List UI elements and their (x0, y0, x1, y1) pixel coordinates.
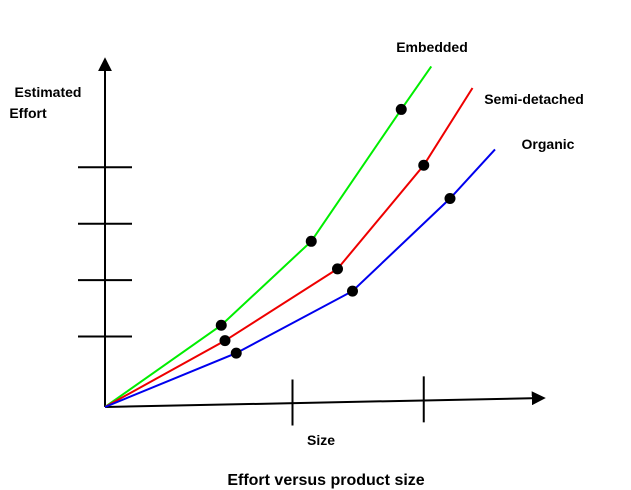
series-line-semi-detached (104, 87, 474, 408)
data-point-embedded-0 (215, 319, 227, 331)
marker-layer (215, 103, 456, 359)
x-axis (104, 391, 546, 408)
legend-label-embedded: Embedded (396, 39, 468, 55)
x-axis-ticks (291, 376, 425, 426)
data-point-organic-0 (230, 347, 242, 359)
series-line-organic (104, 148, 496, 408)
series-line-embedded (104, 65, 433, 408)
y-axis-ticks (78, 166, 132, 338)
y-axis-label-line2: Effort (9, 105, 47, 121)
data-point-embedded-2 (395, 103, 407, 115)
legend-label-semi-detached: Semi-detached (484, 91, 584, 107)
data-point-organic-1 (347, 285, 358, 297)
series-layer (104, 65, 496, 408)
data-point-embedded-1 (305, 235, 317, 247)
legend-label-organic: Organic (522, 136, 575, 152)
y-axis-label-line1: Estimated (15, 84, 82, 100)
chart-title: Effort versus product size (227, 472, 424, 489)
x-axis-label: Size (307, 432, 335, 448)
data-point-organic-2 (444, 193, 456, 204)
data-point-semi-detached-2 (418, 159, 430, 171)
data-point-semi-detached-1 (332, 263, 343, 275)
data-point-semi-detached-0 (219, 335, 231, 347)
